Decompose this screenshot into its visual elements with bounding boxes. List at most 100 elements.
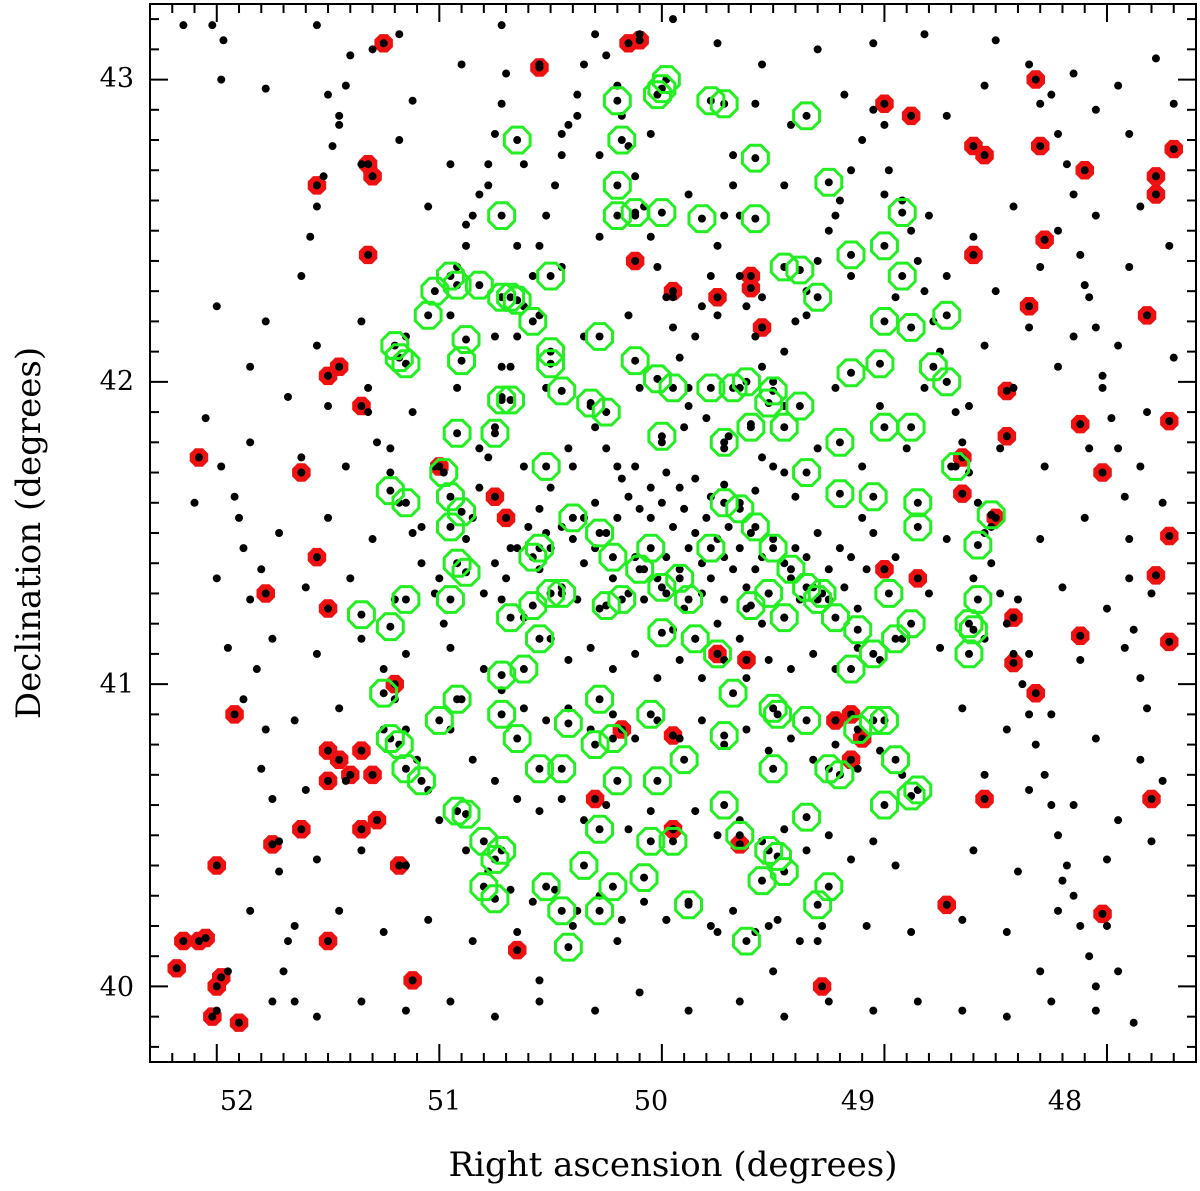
black-dot: [742, 655, 751, 664]
black-dot: [524, 522, 533, 531]
green-ring-marker: [658, 826, 688, 856]
black-dot: [564, 943, 573, 952]
black-dot: [769, 967, 778, 976]
black-dot: [875, 359, 884, 368]
black-dot: [462, 810, 471, 819]
black-dot: [435, 462, 444, 471]
black-dot: [780, 468, 789, 477]
green-ring-marker: [932, 367, 962, 397]
black-dot: [764, 655, 773, 664]
black-dot: [608, 734, 617, 743]
black-dot: [401, 764, 410, 773]
black-dot: [502, 513, 511, 522]
black-dot: [579, 861, 588, 870]
black-dot: [936, 643, 945, 652]
black-dot: [446, 997, 455, 1006]
black-dot: [735, 544, 744, 553]
black-dot: [920, 287, 929, 296]
black-dot: [324, 746, 333, 755]
black-dot: [357, 997, 366, 1006]
black-dot: [1165, 532, 1174, 541]
black-dot: [479, 837, 488, 846]
green-ring-marker: [870, 231, 899, 261]
black-dot: [1098, 909, 1107, 918]
black-dot: [646, 837, 655, 846]
black-dot: [1025, 302, 1034, 311]
black-dot: [813, 293, 822, 302]
black-dot: [179, 21, 188, 30]
black-dot: [573, 90, 582, 99]
black-dot: [506, 885, 515, 894]
black-dot: [951, 408, 960, 417]
black-dot: [591, 498, 600, 507]
black-dot: [907, 928, 916, 937]
black-dot: [1114, 967, 1123, 976]
black-dot: [802, 468, 811, 477]
black-dot: [1129, 1018, 1138, 1027]
black-dot: [528, 601, 537, 610]
black-dot: [602, 801, 611, 810]
black-dot: [964, 619, 973, 628]
black-dot: [468, 755, 477, 764]
black-dot: [847, 755, 856, 764]
black-dot: [675, 655, 684, 664]
black-dot: [902, 444, 911, 453]
black-dot: [942, 272, 951, 281]
green-ring-marker: [963, 585, 993, 614]
black-dot: [324, 776, 333, 785]
black-dot: [684, 190, 693, 199]
black-dot: [257, 565, 266, 574]
black-dot: [646, 807, 655, 816]
green-ring-marker: [451, 557, 481, 587]
black-dot: [535, 976, 544, 985]
black-dot: [408, 408, 417, 417]
green-ring-marker: [436, 261, 465, 291]
black-dot: [780, 181, 789, 190]
black-dot: [847, 250, 856, 259]
green-ring-marker: [502, 285, 532, 315]
black-dot: [613, 96, 622, 105]
green-ring-marker: [896, 412, 926, 442]
black-dot: [1151, 172, 1160, 181]
black-dot: [453, 429, 462, 438]
black-dot: [942, 900, 951, 909]
black-dot: [490, 1012, 499, 1021]
black-dot: [720, 438, 729, 447]
black-dot: [835, 438, 844, 447]
black-dot: [987, 510, 996, 519]
black-dot: [490, 423, 499, 432]
black-dot: [223, 643, 232, 652]
green-ring-marker: [736, 412, 766, 442]
black-dot: [996, 589, 1005, 598]
black-dot: [484, 453, 493, 462]
black-dot: [290, 716, 299, 725]
black-dot: [1085, 952, 1094, 961]
black-dot: [217, 75, 226, 84]
black-dot: [1143, 311, 1152, 320]
green-ring-marker: [709, 427, 739, 457]
black-dot: [780, 825, 789, 834]
black-dot: [230, 492, 239, 501]
black-dot: [1169, 99, 1178, 108]
green-ring-marker: [531, 452, 561, 481]
black-dot: [513, 946, 522, 955]
black-dot: [446, 643, 455, 652]
black-dot: [557, 129, 566, 138]
black-dot: [261, 317, 270, 326]
black-dot: [720, 480, 729, 489]
black-dot: [235, 513, 244, 522]
black-dot: [697, 674, 706, 683]
black-dot: [869, 529, 878, 537]
black-dot: [657, 438, 666, 447]
axis-ticks: [149, 4, 1197, 1062]
green-ring-marker: [585, 684, 614, 714]
y-tick-label: 42: [100, 366, 134, 397]
black-dot: [751, 565, 760, 574]
black-dot: [479, 589, 488, 598]
black-dot: [758, 362, 767, 371]
black-dot: [557, 386, 566, 395]
green-ring-marker: [347, 600, 376, 630]
black-dot: [261, 84, 270, 93]
black-dot: [557, 906, 566, 915]
